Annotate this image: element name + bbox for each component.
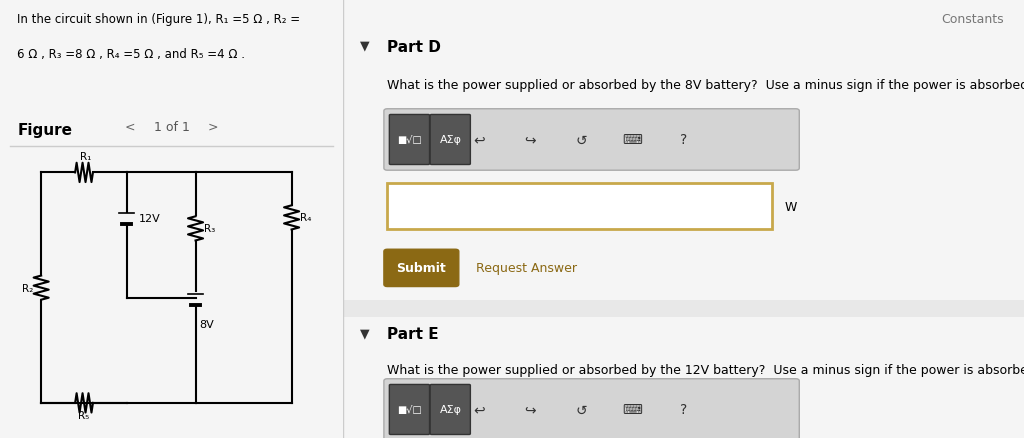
- Text: 8V: 8V: [199, 320, 214, 330]
- Text: 1 of 1: 1 of 1: [154, 120, 189, 134]
- Text: R₃: R₃: [204, 224, 215, 234]
- Text: 12V: 12V: [139, 214, 161, 224]
- Text: AΣφ: AΣφ: [439, 135, 462, 145]
- Text: Submit: Submit: [396, 262, 446, 275]
- Text: ↺: ↺: [575, 133, 587, 147]
- Text: Part E: Part E: [387, 326, 439, 341]
- Text: ?: ?: [680, 133, 687, 147]
- Text: R₂: R₂: [23, 283, 34, 293]
- Text: W: W: [784, 201, 797, 213]
- FancyBboxPatch shape: [343, 300, 1024, 318]
- FancyBboxPatch shape: [384, 250, 459, 287]
- Text: ↪: ↪: [524, 133, 537, 147]
- Text: Request Answer: Request Answer: [476, 262, 577, 275]
- FancyBboxPatch shape: [389, 385, 429, 434]
- Text: R₅: R₅: [79, 410, 90, 420]
- FancyBboxPatch shape: [387, 184, 772, 230]
- Text: In the circuit shown in (Figure 1), R₁ =5 Ω , R₂ =: In the circuit shown in (Figure 1), R₁ =…: [17, 13, 300, 26]
- Text: >: >: [208, 120, 218, 134]
- Text: R₄: R₄: [300, 213, 311, 223]
- Text: Figure: Figure: [17, 123, 72, 138]
- Text: ↩: ↩: [473, 133, 485, 147]
- Text: Constants: Constants: [941, 13, 1004, 26]
- Text: What is the power supplied or absorbed by the 12V battery?  Use a minus sign if : What is the power supplied or absorbed b…: [387, 364, 1024, 377]
- Text: Part D: Part D: [387, 39, 441, 54]
- Text: ▼: ▼: [360, 326, 370, 339]
- FancyBboxPatch shape: [389, 115, 429, 165]
- Text: ⌨: ⌨: [623, 133, 642, 147]
- Text: ↺: ↺: [575, 403, 587, 417]
- Text: <: <: [125, 120, 135, 134]
- Text: ▼: ▼: [360, 39, 370, 53]
- Text: ■√□: ■√□: [397, 135, 422, 145]
- Text: ↩: ↩: [473, 403, 485, 417]
- FancyBboxPatch shape: [430, 385, 470, 434]
- Text: ?: ?: [680, 403, 687, 417]
- FancyBboxPatch shape: [384, 110, 800, 171]
- Text: ↪: ↪: [524, 403, 537, 417]
- FancyBboxPatch shape: [430, 115, 470, 165]
- Text: ⌨: ⌨: [623, 403, 642, 417]
- Text: What is the power supplied or absorbed by the 8V battery?  Use a minus sign if t: What is the power supplied or absorbed b…: [387, 79, 1024, 92]
- Text: AΣφ: AΣφ: [439, 405, 462, 414]
- Text: R₁: R₁: [80, 152, 91, 162]
- Text: 6 Ω , R₃ =8 Ω , R₄ =5 Ω , and R₅ =4 Ω .: 6 Ω , R₃ =8 Ω , R₄ =5 Ω , and R₅ =4 Ω .: [17, 48, 245, 61]
- FancyBboxPatch shape: [384, 379, 800, 438]
- Text: ■√□: ■√□: [397, 405, 422, 414]
